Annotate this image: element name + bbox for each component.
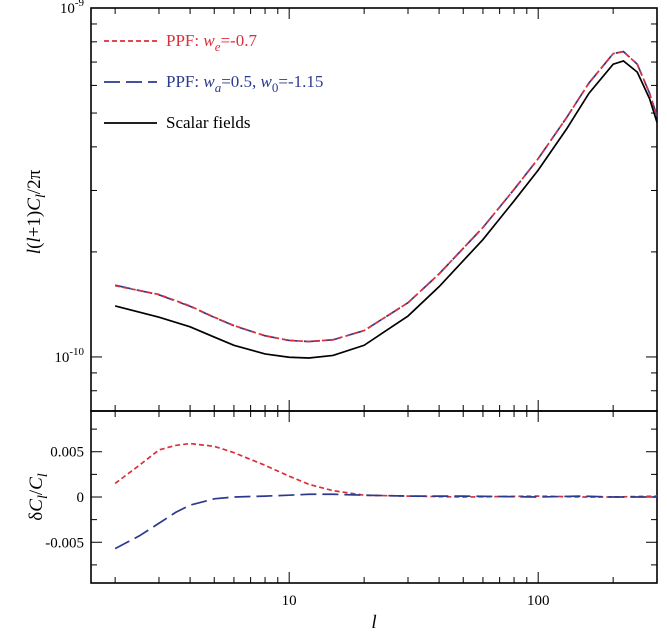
legend-label-ppf_wa_w0: PPF: wa=0.5, w0=-1.15 bbox=[166, 72, 323, 95]
top-panel-ticks bbox=[91, 7, 658, 412]
y-tick-label-bottom: 0 bbox=[77, 490, 85, 506]
bottom-panel-y-tick-labels: 0.005 0 -0.005 bbox=[45, 445, 84, 552]
x-axis-title: l bbox=[371, 612, 376, 633]
legend-label-scalar_fields: Scalar fields bbox=[166, 113, 251, 132]
y-tick-label-top: 10-9 bbox=[60, 0, 85, 17]
y-tick-label-top: 10-10 bbox=[54, 346, 84, 366]
x-tick-label: 100 bbox=[527, 593, 550, 609]
top-scalar_fields-line bbox=[114, 60, 658, 359]
y-axis-title-bottom-text: δCl/Cl bbox=[26, 473, 51, 521]
y-axis-title-top: l(l+1)Cl/2π bbox=[24, 169, 49, 254]
bottom-panel-ticks bbox=[91, 411, 658, 583]
bottom-ppf_wa_w0-line bbox=[114, 493, 657, 550]
legend-label-ppf_we: PPF: we=-0.7 bbox=[166, 31, 257, 54]
top-ppf_we-line bbox=[114, 50, 658, 343]
top-panel-frame bbox=[90, 7, 658, 412]
top-panel: PPF: we=-0.7 PPF: wa=0.5, w0=-1.15 Scalar … bbox=[24, 0, 658, 412]
x-tick-labels: 10 100 bbox=[282, 593, 550, 609]
y-axis-title-bottom: δCl/Cl bbox=[26, 473, 51, 521]
bottom-panel-curves bbox=[114, 442, 658, 550]
top-panel-curves bbox=[114, 50, 658, 359]
y-axis-title-top-text: l(l+1)Cl/2π bbox=[24, 169, 49, 254]
bottom-panel: 0.005 0 -0.005 10 100 δCl/Cl bbox=[26, 410, 658, 609]
y-tick-label-bottom: 0.005 bbox=[50, 445, 84, 461]
x-tick-label: 10 bbox=[282, 593, 297, 609]
bottom-ppf_we-line bbox=[114, 442, 658, 498]
legend: PPF: we=-0.7 PPF: wa=0.5, w0=-1.15 Scalar … bbox=[104, 31, 323, 132]
y-tick-label-bottom: -0.005 bbox=[45, 535, 84, 551]
top-ppf_wa_w0-line bbox=[114, 50, 658, 343]
top-panel-y-tick-labels: 10-9 10-10 bbox=[54, 0, 84, 366]
